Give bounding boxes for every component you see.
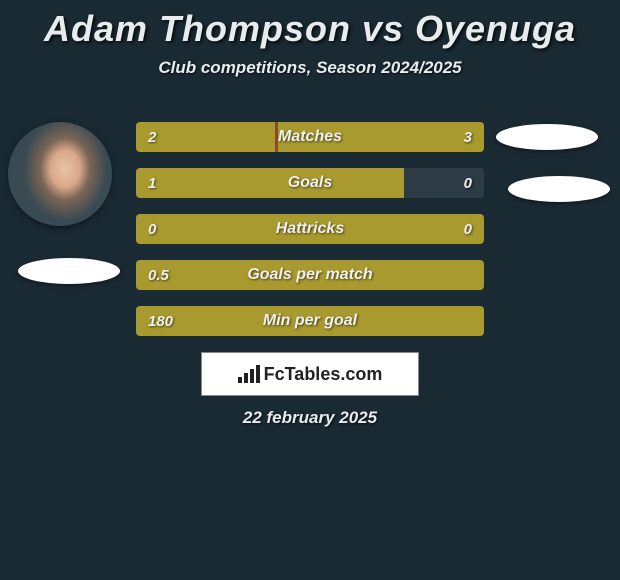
bar-label: Goals	[136, 168, 484, 198]
player-avatar-left	[8, 122, 112, 226]
bar-row: 0.5Goals per match	[136, 260, 484, 290]
avatar-face	[8, 122, 112, 226]
comparison-bars: 23Matches 10Goals 00Hattricks 0.5Goals per …	[136, 122, 484, 352]
bar-row: 00Hattricks	[136, 214, 484, 244]
bar-label: Hattricks	[136, 214, 484, 244]
date-label: 22 february 2025	[0, 408, 620, 428]
bar-row: 23Matches	[136, 122, 484, 152]
subtitle: Club competitions, Season 2024/2025	[0, 58, 620, 78]
bar-row: 10Goals	[136, 168, 484, 198]
bar-label: Goals per match	[136, 260, 484, 290]
page-title: Adam Thompson vs Oyenuga	[0, 0, 620, 50]
logo-box: FcTables.com	[201, 352, 419, 396]
flag-badge-right-1	[496, 124, 598, 150]
logo-text: FcTables.com	[264, 364, 383, 385]
flag-badge-right-2	[508, 176, 610, 202]
flag-badge-left	[18, 258, 120, 284]
bar-label: Matches	[136, 122, 484, 152]
chart-icon	[238, 365, 260, 383]
bar-row: 180Min per goal	[136, 306, 484, 336]
bar-label: Min per goal	[136, 306, 484, 336]
